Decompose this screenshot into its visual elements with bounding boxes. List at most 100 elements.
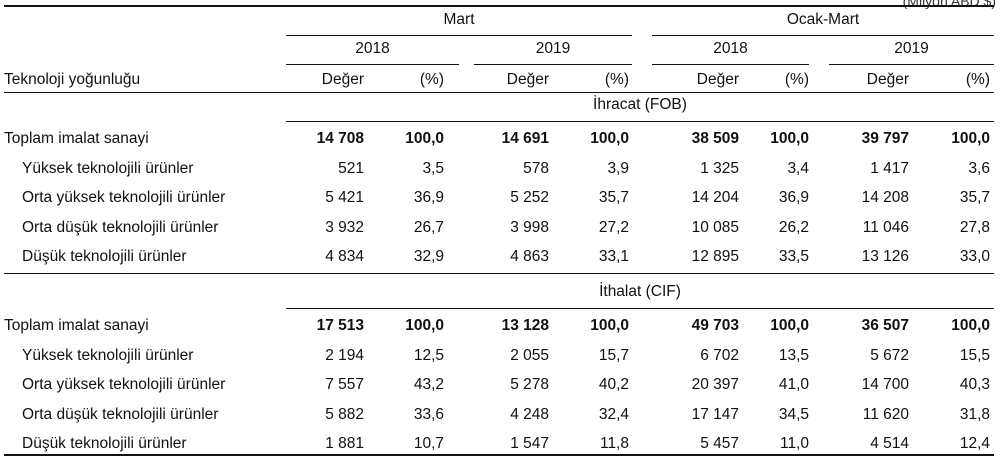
percent-column-header: (%) [965,71,990,88]
table-row-label: Orta düşük teknolojili ürünler [22,405,219,423]
table-row-value: 32,9 [413,248,444,265]
table-row-value: 5 457 [700,435,739,452]
total-row-value: 36 507 [861,317,909,334]
table-row-value: 13,5 [778,346,809,364]
percent-column-header: (%) [784,71,809,88]
section-title: İhracat (FOB) [593,96,687,113]
table-row-value: 14 700 [861,376,909,393]
year-header: 2019 [894,40,929,57]
value-column-header: Değer [866,71,909,88]
table-row-label: Orta yüksek teknolojili ürünler [22,376,226,393]
table-row-value: 2 194 [325,346,364,364]
table-row-value: 12,4 [959,435,990,452]
year-rule-3 [652,64,809,65]
table-row-value: 12,5 [413,346,444,364]
table-row-value: 10,7 [413,435,444,452]
unit-note: (Milyon ABD $) [902,0,996,9]
year-header: 2019 [535,40,571,57]
row-label-header: Teknoloji yoğunluğu [4,71,141,88]
table-row-value: 521 [338,159,364,177]
table-row-value: 4 514 [870,435,909,452]
year-header: 2018 [355,40,390,57]
table-row-value: 5 252 [510,189,549,206]
table-row-value: 3 998 [510,218,549,236]
table-row-value: 33,5 [778,248,809,265]
table-row-value: 3,4 [787,159,809,177]
table-row-value: 33,0 [959,248,990,265]
table-row-value: 26,7 [413,218,444,236]
table-row-value: 14 208 [861,189,909,206]
total-row-label: Toplam imalat sanayi [4,130,149,147]
header-bottom-rule [4,92,994,93]
table-row-value: 1 325 [700,159,739,177]
group-header-mart: Mart [443,11,475,28]
total-row-value: 100,0 [405,317,444,334]
group-header-ocak-mart: Ocak-Mart [786,11,860,28]
value-column-header: Değer [696,71,739,88]
ocak-mart-group-rule [652,35,994,36]
total-row-value: 14 708 [316,130,364,147]
table-row-value: 11,0 [779,435,809,452]
technology-intensity-table: Mart Ocak-Mart 2018 2019 2018 2019 Teknoloji y… [4,0,994,461]
total-row-value: 13 128 [501,317,549,334]
year-rule-2 [474,64,632,65]
total-row-value: 49 703 [691,317,739,334]
section-title: İthalat (CIF) [599,283,681,300]
table-row-label: Yüksek teknolojili ürünler [22,159,194,177]
table-row-value: 10 085 [691,218,739,236]
table-row-label: Yüksek teknolojili ürünler [22,346,194,364]
table-row-label: Orta yüksek teknolojili ürünler [22,189,226,206]
table-row-value: 31,8 [959,405,990,423]
section-title-rule [286,308,994,309]
value-column-header: Değer [506,71,549,88]
table-row-value: 6 702 [700,346,739,364]
table-row-value: 12 895 [691,248,739,265]
table-row-value: 3,5 [422,159,444,177]
table-row-value: 11,8 [599,435,629,452]
year-rule-4 [829,64,994,65]
total-row-label: Toplam imalat sanayi [4,317,149,334]
value-column-header: Değer [321,71,364,88]
table-row-value: 5 882 [325,405,364,423]
table-row-value: 11 046 [862,218,909,236]
section-title-rule [286,121,994,122]
table-row-value: 4 248 [510,405,549,423]
table-bottom-rule [4,454,994,456]
table-row-label: Orta düşük teknolojili ürünler [22,218,219,236]
percent-column-header: (%) [604,71,629,88]
table-row-value: 36,9 [413,189,444,206]
table-row-value: 5 672 [870,346,909,364]
table-row-value: 32,4 [598,405,629,423]
table-row-value: 14 204 [691,189,739,206]
table-row-value: 27,2 [598,218,629,236]
table-row-value: 15,7 [598,346,629,364]
year-rule-1 [286,64,459,65]
table-row-value: 15,5 [959,346,990,364]
total-row-value: 100,0 [770,130,809,147]
table-row-value: 17 147 [691,405,739,423]
table-row-value: 41,0 [778,376,809,393]
table-row-value: 13 126 [861,248,909,265]
table-row-value: 2 055 [510,346,549,364]
table-row-value: 40,2 [598,376,629,393]
total-row-value: 100,0 [951,317,990,334]
table-row-value: 7 557 [325,376,364,393]
total-row-value: 14 691 [501,130,549,147]
total-row-value: 39 797 [861,130,909,147]
table-row-value: 26,2 [778,218,809,236]
table-row-value: 4 834 [325,248,364,265]
table-row-value: 43,2 [413,376,444,393]
table-row-value: 33,1 [598,248,629,265]
table-row-value: 34,5 [778,405,809,423]
section-bottom-rule [4,273,994,274]
table-row-value: 35,7 [598,189,629,206]
percent-column-header: (%) [419,71,444,88]
table-row-value: 3,9 [607,159,629,177]
table-row-value: 33,6 [413,405,444,423]
table-row-value: 36,9 [778,189,809,206]
table-row-value: 3 932 [325,218,364,236]
table-row-value: 4 863 [510,248,549,265]
year-header: 2018 [713,40,748,57]
total-row-value: 100,0 [405,130,444,147]
table-row-value: 40,3 [959,376,990,393]
